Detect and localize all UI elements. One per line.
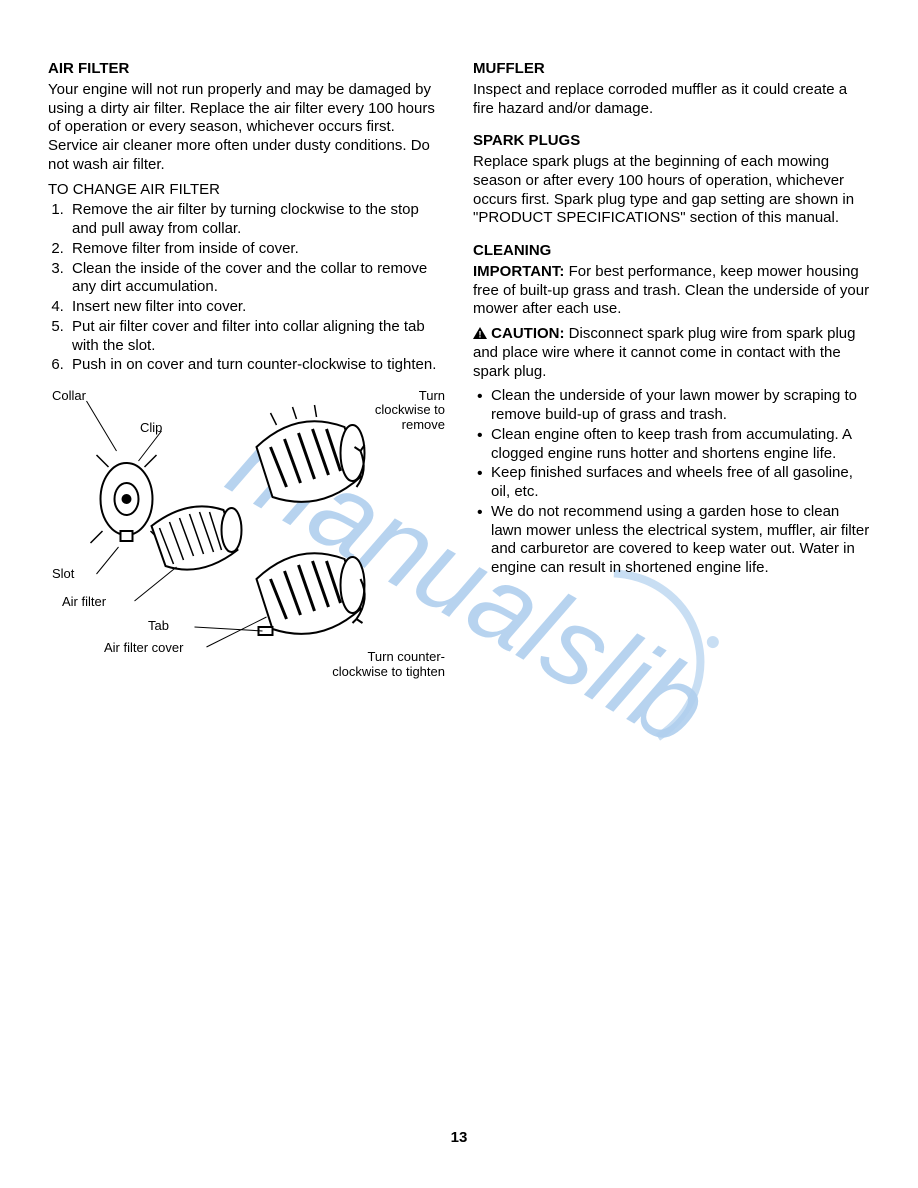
- bullet-item: We do not recommend using a garden hose …: [473, 503, 870, 578]
- cleaning-caution: ! CAUTION: Disconnect spark plug wire fr…: [473, 325, 870, 381]
- cleaning-section: CLEANING IMPORTANT: For best performance…: [473, 242, 870, 578]
- caution-icon: !: [473, 325, 491, 342]
- figure-label-collar: Collar: [52, 389, 86, 403]
- figure-label-slot: Slot: [52, 567, 74, 581]
- cleaning-important: IMPORTANT: For best performance, keep mo…: [473, 263, 870, 319]
- cleaning-heading: CLEANING: [473, 242, 870, 261]
- bullet-item: Keep finished surfaces and wheels free o…: [473, 464, 870, 502]
- important-label: IMPORTANT:: [473, 263, 564, 280]
- figure-label-cover: Air filter cover: [104, 641, 183, 655]
- bullet-item: Clean engine often to keep trash from ac…: [473, 426, 870, 464]
- caution-label: CAUTION:: [491, 325, 564, 342]
- figure-label-air-filter: Air filter: [62, 595, 106, 609]
- figure-label-turn-ccw: Turn counter-clockwise to tighten: [315, 650, 445, 679]
- air-filter-section: AIR FILTER Your engine will not run prop…: [48, 60, 445, 375]
- step-item: Clean the inside of the cover and the co…: [68, 260, 445, 298]
- air-filter-body: Your engine will not run properly and ma…: [48, 81, 445, 175]
- air-filter-diagram: Collar Clip Turn clockwise to remove Slo…: [48, 389, 445, 679]
- bullet-item: Clean the underside of your lawn mower b…: [473, 387, 870, 425]
- page-content: AIR FILTER Your engine will not run prop…: [0, 0, 918, 719]
- step-item: Push in on cover and turn counter-clockw…: [68, 356, 445, 375]
- page-number: 13: [0, 1129, 918, 1146]
- air-filter-steps: Remove the air filter by turning clockwi…: [48, 201, 445, 375]
- step-item: Insert new filter into cover.: [68, 298, 445, 317]
- muffler-heading: MUFFLER: [473, 60, 870, 79]
- step-item: Remove filter from inside of cover.: [68, 240, 445, 259]
- spark-plugs-body: Replace spark plugs at the beginning of …: [473, 153, 870, 228]
- left-column: AIR FILTER Your engine will not run prop…: [48, 60, 445, 679]
- cleaning-bullets: Clean the underside of your lawn mower b…: [473, 387, 870, 578]
- spark-plugs-section: SPARK PLUGS Replace spark plugs at the b…: [473, 132, 870, 228]
- step-item: Remove the air filter by turning clockwi…: [68, 201, 445, 239]
- step-item: Put air filter cover and filter into col…: [68, 318, 445, 356]
- right-column: MUFFLER Inspect and replace corroded muf…: [473, 60, 870, 679]
- figure-label-tab: Tab: [148, 619, 169, 633]
- muffler-body: Inspect and replace corroded muffler as …: [473, 81, 870, 119]
- change-air-filter-heading: TO CHANGE AIR FILTER: [48, 181, 445, 200]
- air-filter-heading: AIR FILTER: [48, 60, 445, 79]
- figure-label-turn-cw: Turn clockwise to remove: [365, 389, 445, 432]
- muffler-section: MUFFLER Inspect and replace corroded muf…: [473, 60, 870, 118]
- spark-plugs-heading: SPARK PLUGS: [473, 132, 870, 151]
- svg-text:!: !: [479, 330, 482, 340]
- figure-label-clip: Clip: [140, 421, 162, 435]
